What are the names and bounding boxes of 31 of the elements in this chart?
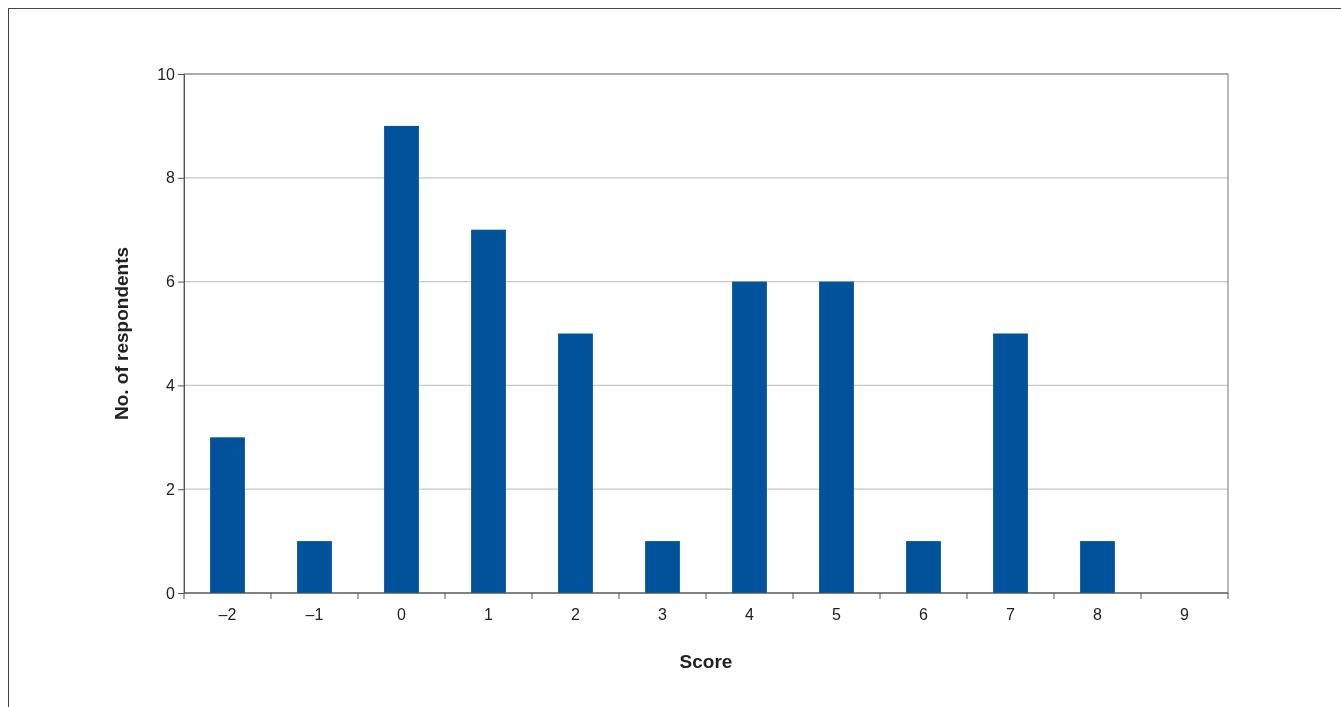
x-tick-label: –1 xyxy=(305,606,324,624)
x-tick-label: 7 xyxy=(1006,606,1016,624)
bar xyxy=(1080,541,1115,593)
bar xyxy=(906,541,941,593)
bar xyxy=(645,541,680,593)
bar xyxy=(558,333,593,593)
x-tick-label: –2 xyxy=(218,606,237,624)
bar xyxy=(384,125,419,593)
x-tick-label: 9 xyxy=(1180,606,1190,624)
x-tick-label: 2 xyxy=(571,606,581,624)
x-tick-label: 5 xyxy=(832,606,842,624)
x-tick-label: 6 xyxy=(919,606,929,624)
bar xyxy=(471,229,506,593)
bar xyxy=(210,437,245,593)
x-tick-label: 4 xyxy=(745,606,755,624)
bar xyxy=(297,541,332,593)
bar xyxy=(732,281,767,593)
y-tick-label: 6 xyxy=(166,273,176,291)
y-tick-label: 0 xyxy=(166,584,176,602)
x-tick-label: 1 xyxy=(484,606,494,624)
bar xyxy=(993,333,1028,593)
y-tick-label: 4 xyxy=(166,377,176,395)
y-tick-label: 2 xyxy=(166,480,176,498)
x-axis-title: Score xyxy=(679,651,733,672)
bar xyxy=(819,281,854,593)
x-tick-label: 0 xyxy=(397,606,407,624)
x-tick-label: 8 xyxy=(1093,606,1103,624)
y-tick-label: 8 xyxy=(166,169,176,187)
y-axis-title: No. of respondents xyxy=(111,246,132,421)
y-tick-label: 10 xyxy=(157,65,176,83)
x-tick-label: 3 xyxy=(658,606,668,624)
